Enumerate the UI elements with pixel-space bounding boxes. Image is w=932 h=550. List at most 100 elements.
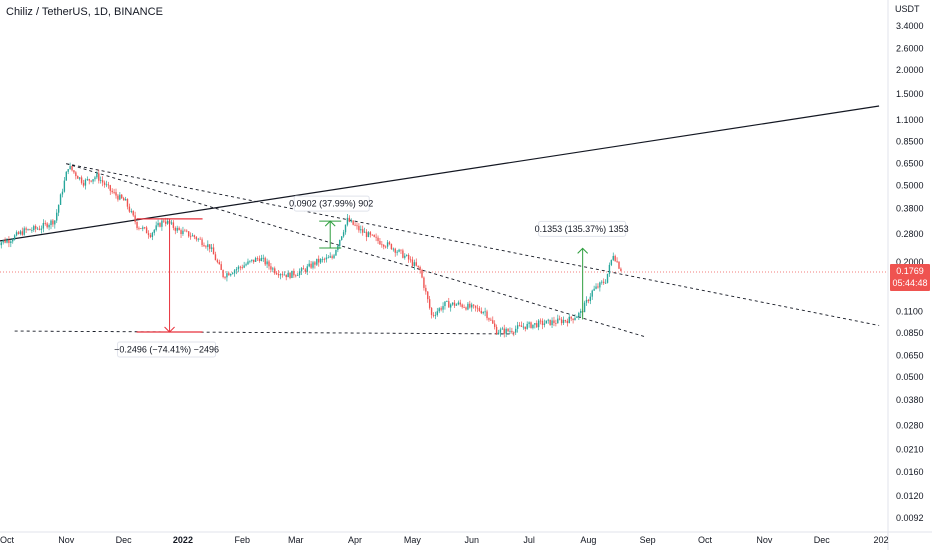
candle-body xyxy=(505,328,507,334)
candle-body xyxy=(124,199,127,201)
y-tick-label: 0.0280 xyxy=(896,420,924,430)
candle-body xyxy=(105,184,108,186)
candle-body xyxy=(155,225,157,230)
candle-body xyxy=(346,217,349,225)
candle-body xyxy=(516,325,519,329)
candle-body xyxy=(233,270,236,274)
trendline-4 xyxy=(14,330,514,335)
candle-body xyxy=(383,244,385,247)
candle-body xyxy=(608,264,611,274)
candle-body xyxy=(98,173,100,181)
candle-body xyxy=(323,258,326,260)
candle-body xyxy=(545,320,548,324)
candle-body xyxy=(165,221,167,224)
y-tick-label: 0.0850 xyxy=(896,328,924,338)
candle-body xyxy=(6,240,8,243)
y-tick-label: 0.0500 xyxy=(896,372,924,382)
candle-body xyxy=(245,264,247,266)
candle-body xyxy=(574,317,576,320)
candle-body xyxy=(352,220,354,225)
candle-body xyxy=(222,269,224,278)
x-tick-label: Aug xyxy=(580,535,596,545)
candle-body xyxy=(606,273,609,283)
candle-body xyxy=(325,257,328,260)
candle-body xyxy=(75,172,77,177)
candle-body xyxy=(310,263,312,268)
x-tick-label: 2022 xyxy=(173,535,193,545)
measure-up-2-label: 0.1353 (135.37%) 1353 xyxy=(535,224,629,234)
candle-body xyxy=(189,236,192,238)
current-price-countdown: 05:44:48 xyxy=(892,278,927,288)
candle-body xyxy=(497,332,500,335)
candle-body xyxy=(350,220,352,222)
candle-body xyxy=(362,229,364,233)
candle-body xyxy=(42,222,45,229)
candle-body xyxy=(122,198,125,201)
candle-body xyxy=(583,302,586,313)
candle-body xyxy=(67,169,69,172)
candle-body xyxy=(425,287,427,292)
y-tick-label: 0.0092 xyxy=(896,513,924,523)
candle-body xyxy=(161,220,163,227)
candle-body xyxy=(449,304,452,308)
candle-body xyxy=(365,231,368,237)
candle-body xyxy=(472,304,475,306)
candle-body xyxy=(386,242,389,247)
x-tick-label: Oct xyxy=(0,535,14,545)
x-tick-label: Dec xyxy=(116,535,133,545)
candle-body xyxy=(111,190,113,193)
candle-body xyxy=(539,320,542,322)
candle-body xyxy=(388,242,391,245)
candle-body xyxy=(63,180,66,192)
candle-body xyxy=(136,221,138,229)
measure-up-1-label: 0.0902 (37.99%) 902 xyxy=(289,199,373,209)
candle-body xyxy=(553,320,555,323)
measure-up-2-arrow xyxy=(577,247,589,254)
trendline-2 xyxy=(66,163,880,326)
candle-body xyxy=(13,235,16,240)
candle-body xyxy=(249,260,251,262)
candle-body xyxy=(476,307,479,309)
candle-body xyxy=(78,177,81,179)
candle-body xyxy=(54,220,56,225)
x-tick-label: Dec xyxy=(814,535,831,545)
candle-body xyxy=(442,306,444,310)
candle-body xyxy=(348,217,351,222)
candle-body xyxy=(618,261,620,269)
candle-body xyxy=(480,310,482,314)
candle-body xyxy=(34,226,37,229)
candle-body xyxy=(17,232,20,234)
candle-body xyxy=(318,258,320,263)
candle-body xyxy=(559,318,561,320)
x-tick-label: Nov xyxy=(756,535,773,545)
candle-body xyxy=(237,266,240,270)
candle-body xyxy=(101,180,104,183)
candle-body xyxy=(256,258,259,259)
candle-body xyxy=(157,223,159,226)
candle-body xyxy=(100,180,102,181)
candle-body xyxy=(327,257,329,259)
candle-body xyxy=(570,316,572,319)
candle-body xyxy=(314,262,316,265)
candle-body xyxy=(451,302,454,305)
candle-body xyxy=(77,176,79,179)
x-tick-label: Apr xyxy=(348,535,362,545)
candle-body xyxy=(228,273,230,276)
candle-body xyxy=(184,230,186,232)
candle-body xyxy=(0,242,2,246)
candle-body xyxy=(287,272,289,278)
candle-body xyxy=(281,274,284,276)
candle-body xyxy=(564,320,567,321)
candle-body xyxy=(243,265,245,268)
candle-body xyxy=(335,250,337,256)
candle-body xyxy=(578,312,580,317)
candle-body xyxy=(419,267,421,271)
candle-body xyxy=(4,240,6,243)
candle-body xyxy=(207,244,209,247)
candle-body xyxy=(486,311,488,319)
candle-body xyxy=(354,224,356,226)
candle-body xyxy=(149,235,152,237)
candle-body xyxy=(147,233,150,236)
candle-body xyxy=(465,307,467,310)
